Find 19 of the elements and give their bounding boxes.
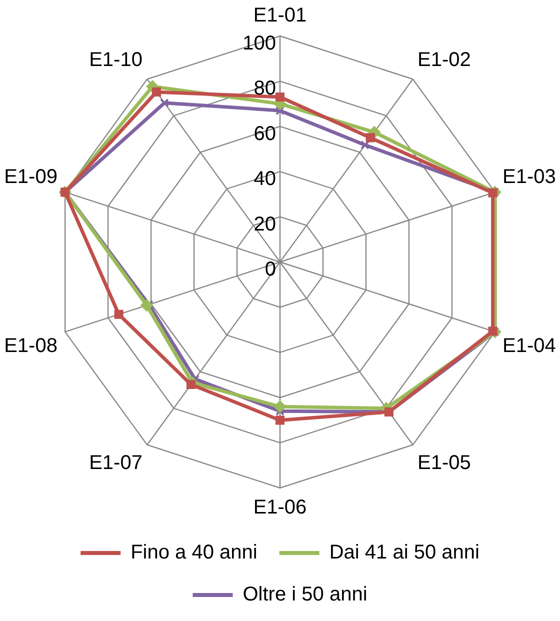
spoke-label: E1-08	[4, 334, 58, 357]
legend-label: Oltre i 50 anni	[242, 584, 368, 606]
spoke-label: E1-04	[502, 334, 556, 357]
spoke-label: E1-10	[89, 49, 142, 72]
y-tick-label: 20	[254, 213, 276, 236]
spoke-label: E1-01	[253, 4, 307, 27]
y-tick-label: 40	[254, 168, 276, 190]
spoke-label: E1-02	[418, 49, 471, 72]
y-tick-label: 0	[264, 258, 276, 281]
spoke-label: E1-07	[89, 452, 142, 474]
spoke-label: E1-09	[4, 166, 58, 188]
spoke-label: E1-06	[253, 496, 307, 519]
spoke-label: E1-03	[502, 166, 556, 188]
y-tick-label: 100	[242, 32, 276, 55]
legend-label: Dai 41 ai 50 anni	[329, 542, 480, 564]
y-tick-label: 60	[254, 122, 276, 145]
spoke-label: E1-05	[418, 452, 471, 474]
y-tick-label: 80	[254, 78, 276, 100]
legend-label: Fino a 40 anni	[130, 542, 258, 564]
